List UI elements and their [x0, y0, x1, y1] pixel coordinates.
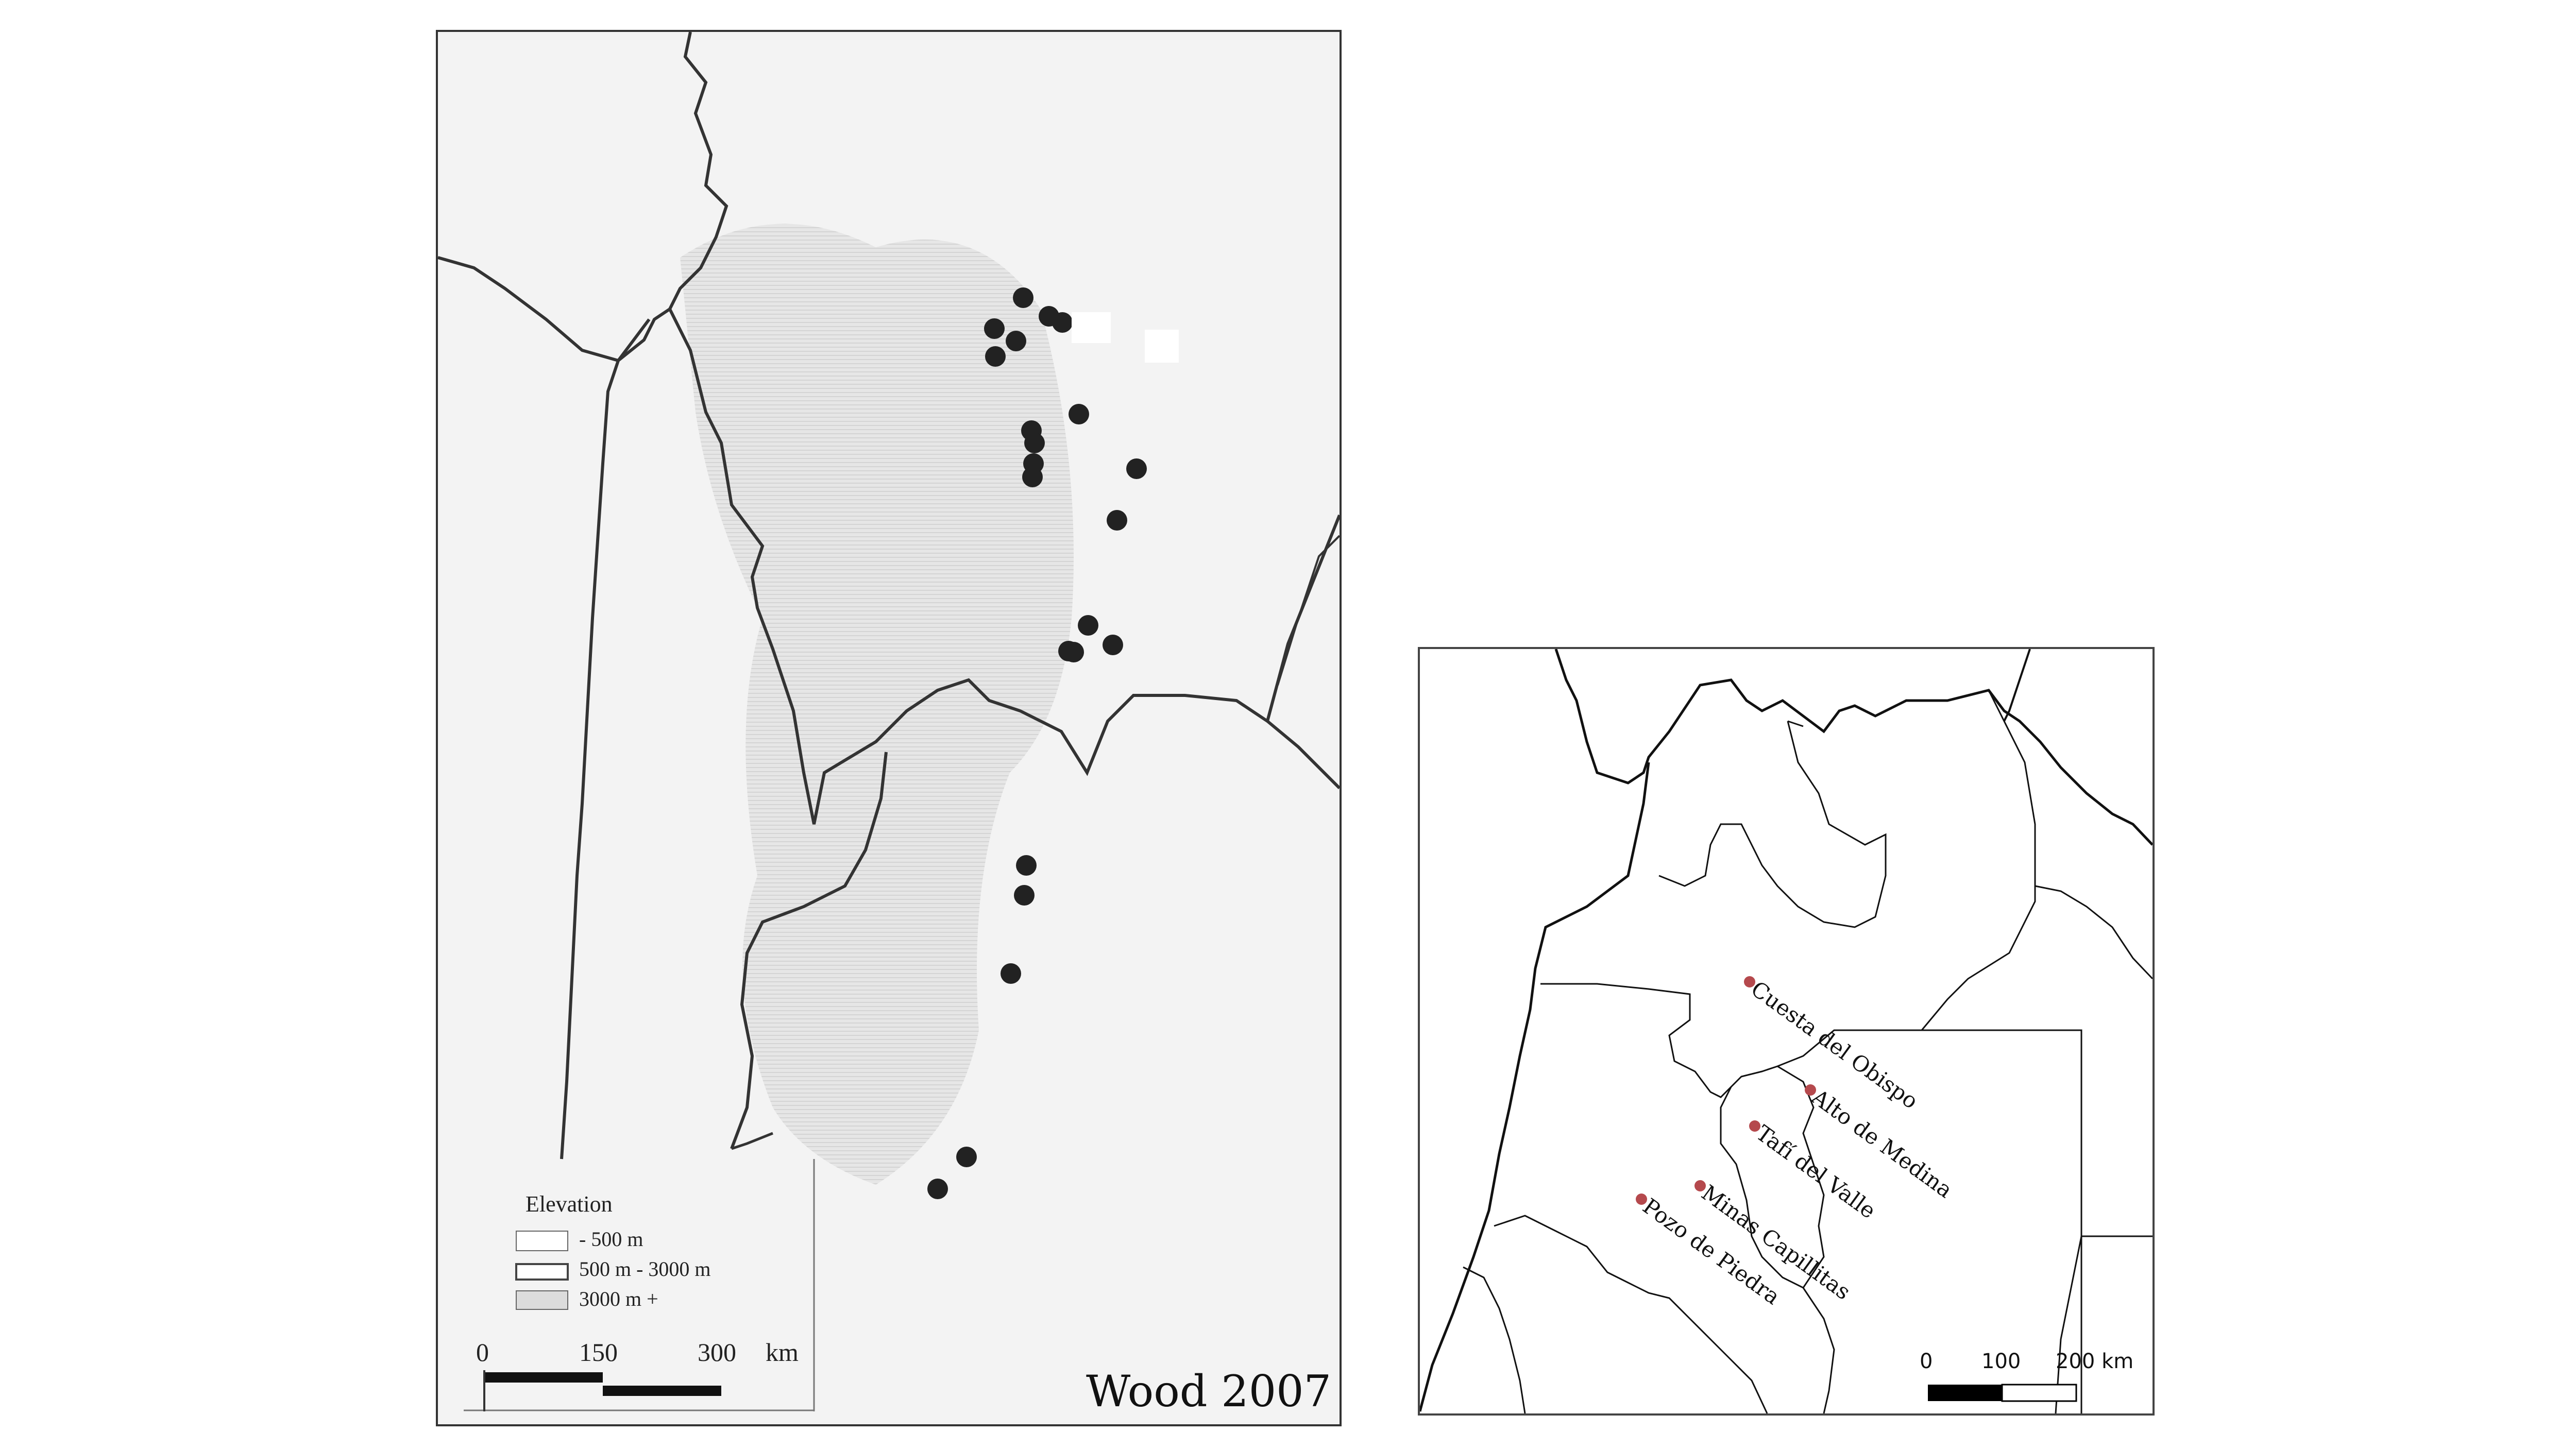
map-credit: Wood 2007 [1086, 1366, 1332, 1417]
province-jujuy [1787, 720, 1804, 727]
site-dot [984, 318, 1005, 339]
site-dot [1022, 467, 1043, 487]
rscale-bar-black [1928, 1385, 2002, 1401]
province-salta-inner [1658, 721, 1887, 928]
site-dot [1103, 635, 1123, 655]
site-marker-cuesta [1744, 976, 1755, 987]
mask-patch [1072, 312, 1111, 343]
scale-bar-black-1 [484, 1372, 603, 1383]
legend-item-mid: 500 m - 3000 m [579, 1257, 711, 1281]
province-east [1921, 690, 2036, 1031]
site-dot [1006, 331, 1026, 351]
scale-tick-300: 300 [698, 1338, 736, 1367]
province-se-2 [2055, 1236, 2082, 1413]
site-dot [927, 1179, 948, 1199]
province-south-3 [1802, 1287, 1835, 1413]
site-dot [1107, 510, 1127, 531]
site-dot [1013, 287, 1033, 308]
site-dot [1078, 615, 1098, 636]
scale-bar-black-2 [603, 1386, 721, 1396]
province-south-2 [1463, 1266, 1526, 1413]
province-south [1494, 1215, 1768, 1413]
rborder-chile [1554, 649, 2153, 846]
highland-shading [680, 224, 1074, 1185]
site-dot [1024, 433, 1045, 453]
legend-swatch-mid [515, 1263, 569, 1281]
site-dot [1126, 458, 1147, 479]
scale-tick-0: 0 [476, 1338, 489, 1367]
border-south-stub [731, 1132, 773, 1150]
rborder-north [2003, 649, 2031, 722]
site-markers [1636, 976, 1816, 1205]
site-dots [927, 287, 1147, 1199]
site-dot [1069, 404, 1089, 424]
rscale-tick-200: 200 km [2056, 1350, 2134, 1373]
site-dot [1052, 312, 1073, 333]
legend-swatch-low [516, 1231, 568, 1251]
rborder-andes [1420, 762, 1650, 1412]
site-marker-alto [1805, 1084, 1816, 1096]
province-paraguay [2035, 885, 2153, 980]
site-dot [985, 346, 1006, 367]
legend-swatch-high [516, 1290, 568, 1310]
site-dot [956, 1147, 977, 1167]
site-dot [1063, 642, 1084, 662]
site-dot [1016, 855, 1037, 876]
border-west-coast [438, 256, 671, 363]
province-catamarca [1540, 983, 2082, 1413]
border-southeast [1277, 535, 1340, 686]
site-marker-tafi [1749, 1120, 1760, 1132]
scale-unit: km [766, 1338, 799, 1367]
border-north [668, 32, 728, 310]
right-map-frame [1418, 647, 2155, 1416]
legend-item-high: 3000 m + [579, 1287, 658, 1310]
border-andes [668, 308, 1340, 825]
border-mid [730, 752, 888, 1150]
site-dot [1014, 885, 1035, 906]
rscale-tick-0: 0 [1920, 1350, 1933, 1373]
site-marker-minas [1694, 1180, 1706, 1191]
legend-item-low: - 500 m [579, 1228, 643, 1251]
site-marker-pozo [1636, 1194, 1647, 1205]
rscale-bar-white [2001, 1384, 2077, 1402]
legend-title: Elevation [526, 1191, 613, 1217]
scale-tick-150: 150 [579, 1338, 618, 1367]
rscale-tick-100: 100 [1981, 1350, 2021, 1373]
border-chile-coast [560, 318, 651, 1160]
mask-patch [1145, 330, 1179, 363]
site-dot [1001, 963, 1021, 984]
